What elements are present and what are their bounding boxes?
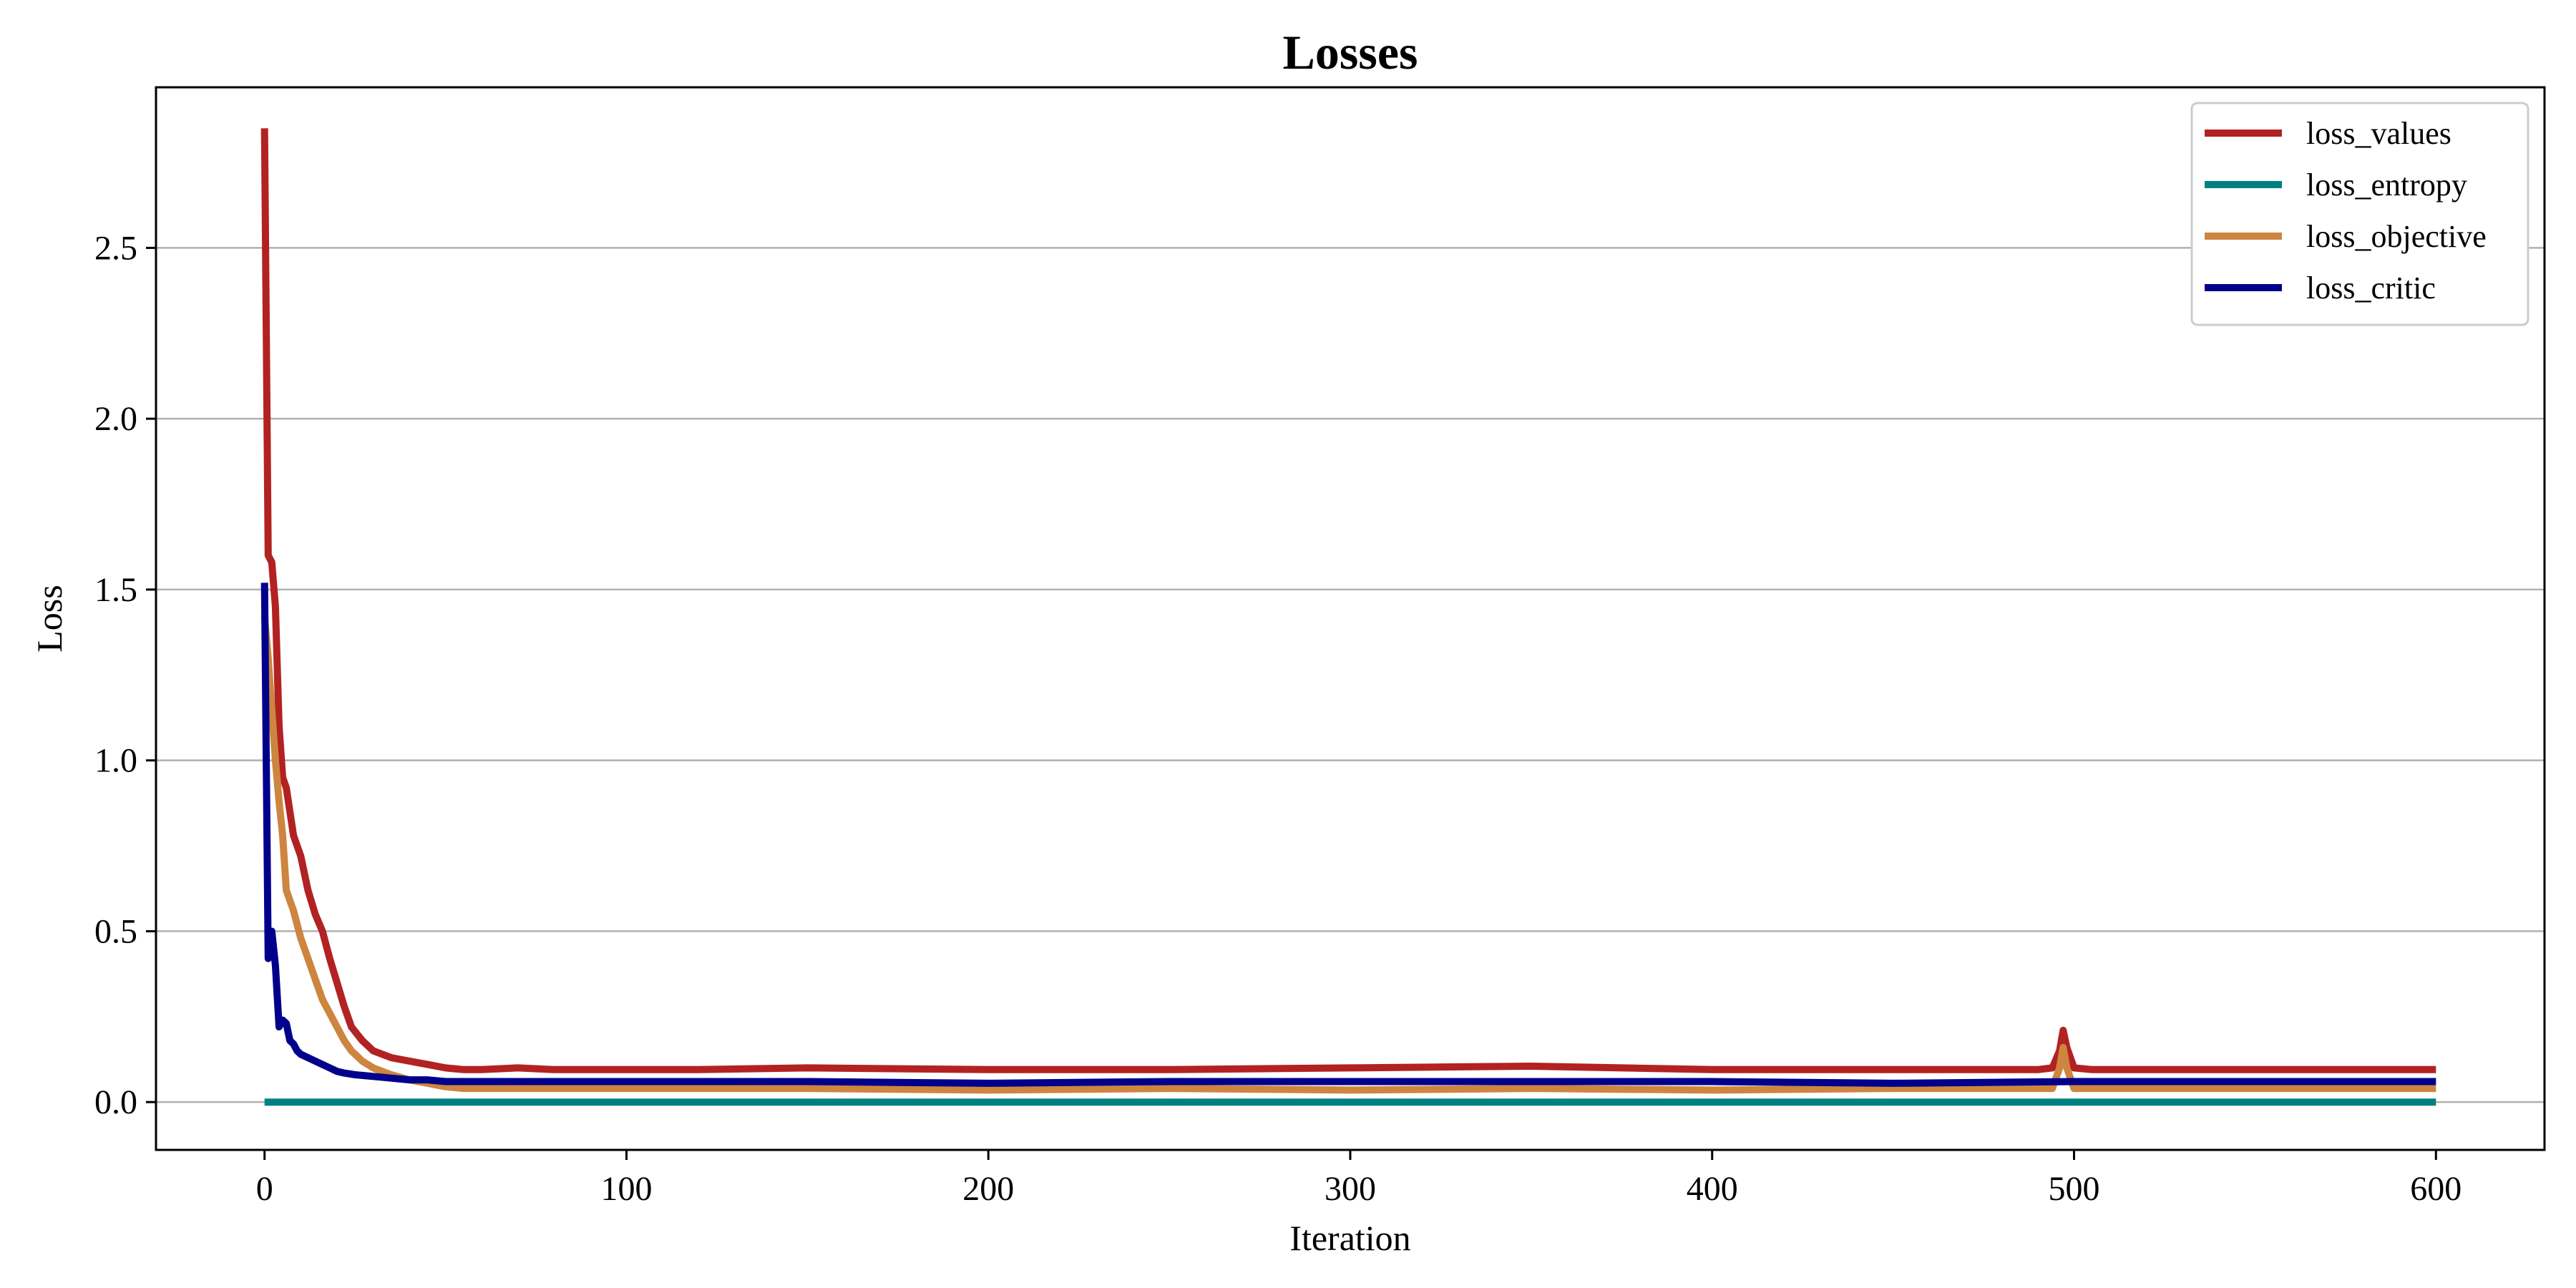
y-axis-label: Loss	[29, 585, 69, 652]
x-tick-label: 600	[2410, 1170, 2462, 1208]
legend-label-loss-critic: loss_critic	[2306, 270, 2436, 306]
series-line-loss-critic	[260, 582, 2436, 1087]
x-tick-label: 400	[1687, 1170, 1738, 1208]
legend: loss_values loss_entropy loss_objectivelos…	[2190, 102, 2529, 326]
axis-ticks: 0 100 200 300 400 500 600 0.0 0.5 1.0 1.5 2.0 2.5	[94, 229, 2462, 1208]
x-axis-label: Iteration	[1289, 1218, 1410, 1258]
legend-entries: loss_values loss_entropy loss_objectivelos…	[2205, 116, 2487, 306]
legend-label-loss-values: loss_values	[2306, 116, 2451, 151]
series-line-loss-values	[260, 128, 2436, 1073]
x-tick-label: 100	[600, 1170, 652, 1208]
series-lines	[260, 128, 2436, 1106]
legend-box	[2190, 102, 2529, 326]
legend-label-loss-entropy: loss_entropy	[2306, 167, 2467, 203]
y-tick-label: 2.5	[94, 229, 137, 267]
x-tick-label: 500	[2049, 1170, 2100, 1208]
x-tick-label: 200	[962, 1170, 1014, 1208]
x-tick-label: 0	[256, 1170, 273, 1208]
y-tick-label: 0.5	[94, 912, 137, 950]
legend-label-loss-objective: loss_objective	[2306, 219, 2487, 254]
y-tick-label: 1.0	[94, 742, 137, 780]
chart-title: Losses	[1283, 25, 1418, 79]
y-tick-label: 0.0	[94, 1083, 137, 1121]
y-tick-label: 1.5	[94, 571, 137, 609]
x-tick-label: 300	[1324, 1170, 1376, 1208]
y-tick-label: 2.0	[94, 400, 137, 438]
